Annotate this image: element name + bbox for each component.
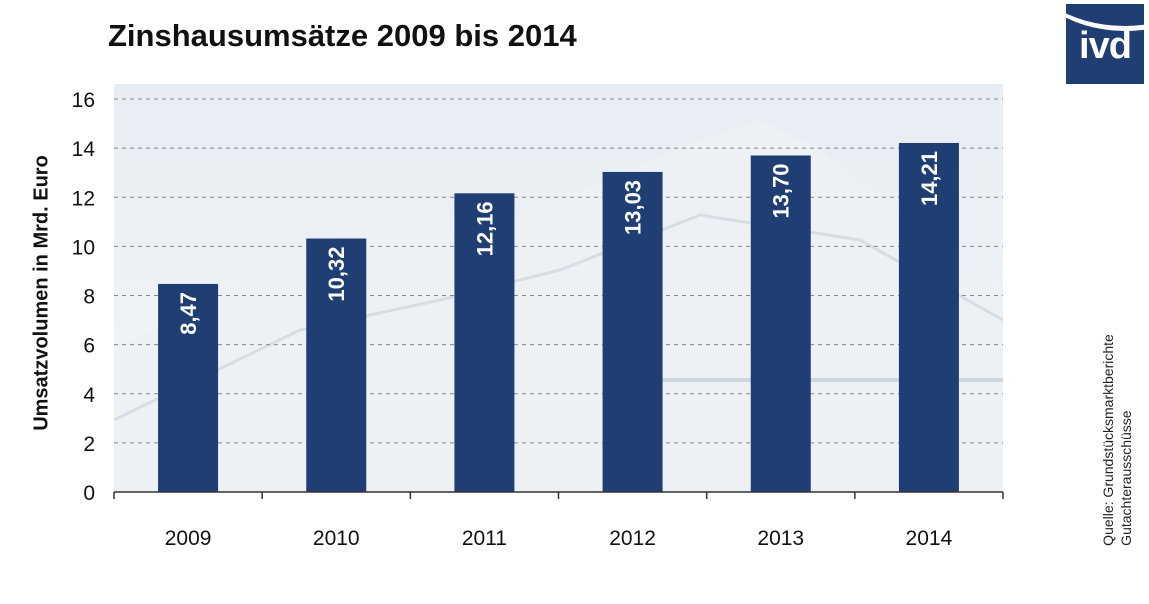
bar-value-label: 13,03 [621, 180, 646, 235]
bar-value-label: 12,16 [472, 201, 497, 256]
bar-value-label: 8,47 [176, 292, 201, 335]
y-tick-label: 2 [83, 433, 95, 456]
photo-cornice [113, 213, 1004, 422]
x-tick-label: 2012 [609, 527, 656, 550]
y-tick-label: 4 [83, 384, 95, 407]
chart-title: Zinshausumsätze 2009 bis 2014 [108, 18, 577, 53]
bar [158, 283, 219, 492]
y-tick-label: 12 [72, 187, 95, 210]
bar [454, 193, 515, 492]
x-tick-label: 2014 [906, 527, 953, 550]
bar-value-label: 13,70 [769, 163, 794, 218]
logo-text: ivd [1079, 25, 1132, 67]
x-tick-label: 2010 [313, 527, 360, 550]
x-tick-label: 2011 [462, 527, 507, 550]
bar [898, 142, 959, 493]
y-tick-label: 8 [83, 286, 95, 309]
bar-value-label: 10,32 [324, 247, 349, 302]
bar [602, 171, 663, 492]
y-tick-labels: 0 2 4 6 8 10 12 14 16 [72, 89, 96, 505]
bars: 8,47 10,32 12,16 13,03 13,70 14,21 [158, 142, 959, 493]
x-tick-label: 2009 [165, 527, 212, 550]
background-photo [113, 84, 1004, 492]
y-tick-label: 16 [72, 89, 95, 112]
bar [750, 155, 811, 492]
ivd-logo: ivd [1066, 4, 1144, 84]
bar-value-label: 14,21 [917, 151, 942, 206]
x-tick-label: 2013 [757, 527, 804, 550]
logo-swoosh [1066, 4, 1144, 31]
y-tick-label: 10 [72, 236, 95, 259]
bar [306, 238, 367, 492]
y-tick-label: 0 [83, 482, 95, 505]
y-tick-label: 14 [72, 138, 96, 161]
x-axis: 2009 2010 2011 2012 2013 2014 [113, 491, 1004, 550]
y-tick-label: 6 [83, 335, 95, 358]
